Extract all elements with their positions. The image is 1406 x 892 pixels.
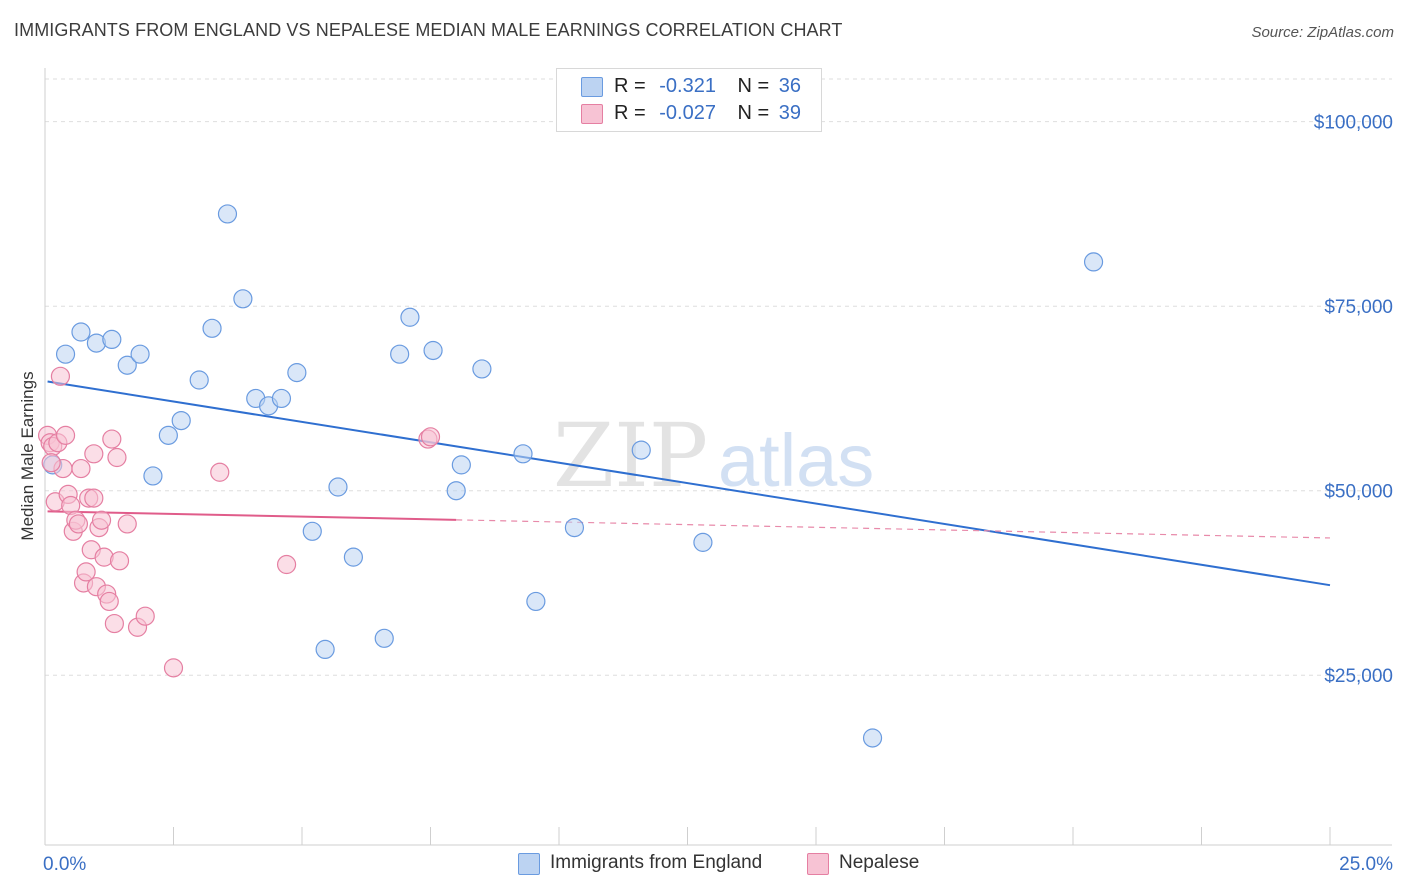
point-nepalese (420, 427, 441, 447)
data-points (37, 204, 1104, 748)
point-england (117, 355, 137, 375)
point-england (343, 547, 363, 567)
legend-r-value-nepalese: -0.027 (659, 102, 716, 124)
point-england (171, 410, 191, 431)
point-nepalese (117, 514, 137, 534)
series-label-nepalese: Nepalese (839, 852, 920, 873)
correlation-legend: R = -0.321 N = 36 R = -0.027 N = 39 (556, 68, 822, 132)
point-england (564, 518, 585, 538)
point-england (302, 521, 322, 541)
point-nepalese (50, 366, 71, 386)
point-nepalese (102, 429, 122, 449)
series-swatch-nepalese (807, 853, 829, 875)
legend-r-value-england: -0.321 (659, 75, 716, 97)
point-nepalese (76, 562, 96, 582)
y-tick-label: $25,000 (1324, 666, 1393, 687)
legend-n-value-nepalese: 39 (778, 102, 802, 124)
point-england (328, 477, 348, 497)
point-england (71, 322, 91, 342)
point-nepalese (68, 514, 89, 534)
y-tick-label: $75,000 (1324, 297, 1393, 318)
point-england (446, 481, 466, 501)
watermark-atlas: atlas (718, 419, 874, 502)
watermark-zip: ZIP (553, 404, 708, 507)
legend-n-value-england: 36 (778, 75, 802, 97)
point-england (451, 455, 471, 475)
point-england (102, 329, 122, 350)
point-nepalese (163, 658, 184, 678)
chart-title: IMMIGRANTS FROM ENGLAND VS NEPALESE MEDI… (14, 20, 843, 40)
legend-r-label: R = (614, 75, 646, 97)
point-england (423, 340, 443, 361)
y-axis-title: Median Male Earnings (18, 371, 37, 540)
source-credit: Source: ZipAtlas.com (1251, 24, 1394, 41)
point-nepalese (84, 488, 104, 508)
point-england (143, 466, 163, 486)
point-england (233, 289, 253, 309)
point-nepalese (210, 462, 230, 482)
point-england (526, 591, 546, 612)
point-nepalese (55, 425, 76, 445)
grid-lines (45, 78, 1392, 676)
point-england (1083, 252, 1104, 272)
trend-line-nepalese-extension (456, 519, 1331, 539)
legend-swatch-nepalese (581, 104, 603, 124)
point-england (130, 344, 150, 364)
point-england (631, 440, 651, 460)
legend-n-label: N = (737, 102, 770, 124)
point-england (287, 363, 307, 383)
point-england (693, 532, 713, 552)
point-nepalese (41, 453, 61, 473)
point-england (271, 388, 292, 409)
series-swatch-england (518, 853, 540, 875)
trend-line-england (47, 380, 1331, 587)
point-england (158, 425, 178, 445)
point-england (217, 204, 238, 224)
point-nepalese (71, 458, 91, 479)
y-tick-label: $100,000 (1314, 113, 1393, 134)
watermark: ZIP atlas (553, 404, 874, 507)
point-nepalese (91, 510, 112, 530)
y-tick-label: $50,000 (1324, 482, 1393, 503)
point-england (390, 344, 410, 364)
point-england (315, 639, 335, 660)
trend-line-nepalese (47, 510, 457, 521)
legend-r-label: R = (614, 102, 646, 124)
point-nepalese (276, 554, 297, 575)
point-nepalese (109, 551, 130, 571)
legend-swatch-england (581, 77, 603, 97)
point-england (202, 318, 222, 338)
series-label-england: Immigrants from England (550, 852, 763, 873)
point-england (189, 370, 209, 390)
point-nepalese (104, 613, 124, 634)
point-nepalese (84, 444, 104, 464)
point-england (400, 307, 420, 327)
point-nepalese (107, 447, 127, 468)
point-england (472, 359, 492, 379)
legend-n-label: N = (737, 75, 770, 97)
point-england (862, 728, 883, 748)
x-tick-label-max: 25.0% (1339, 854, 1393, 875)
point-nepalese (135, 606, 155, 626)
x-tick-label-min: 0.0% (43, 854, 86, 875)
point-england (513, 444, 533, 464)
trend-lines (47, 380, 1331, 587)
point-nepalese (99, 591, 119, 612)
axis-labels: $25,000 $50,000 $75,000 $100,000 0.0% 25.0% Me… (18, 113, 1393, 875)
point-england (374, 628, 394, 648)
point-england (55, 344, 76, 364)
